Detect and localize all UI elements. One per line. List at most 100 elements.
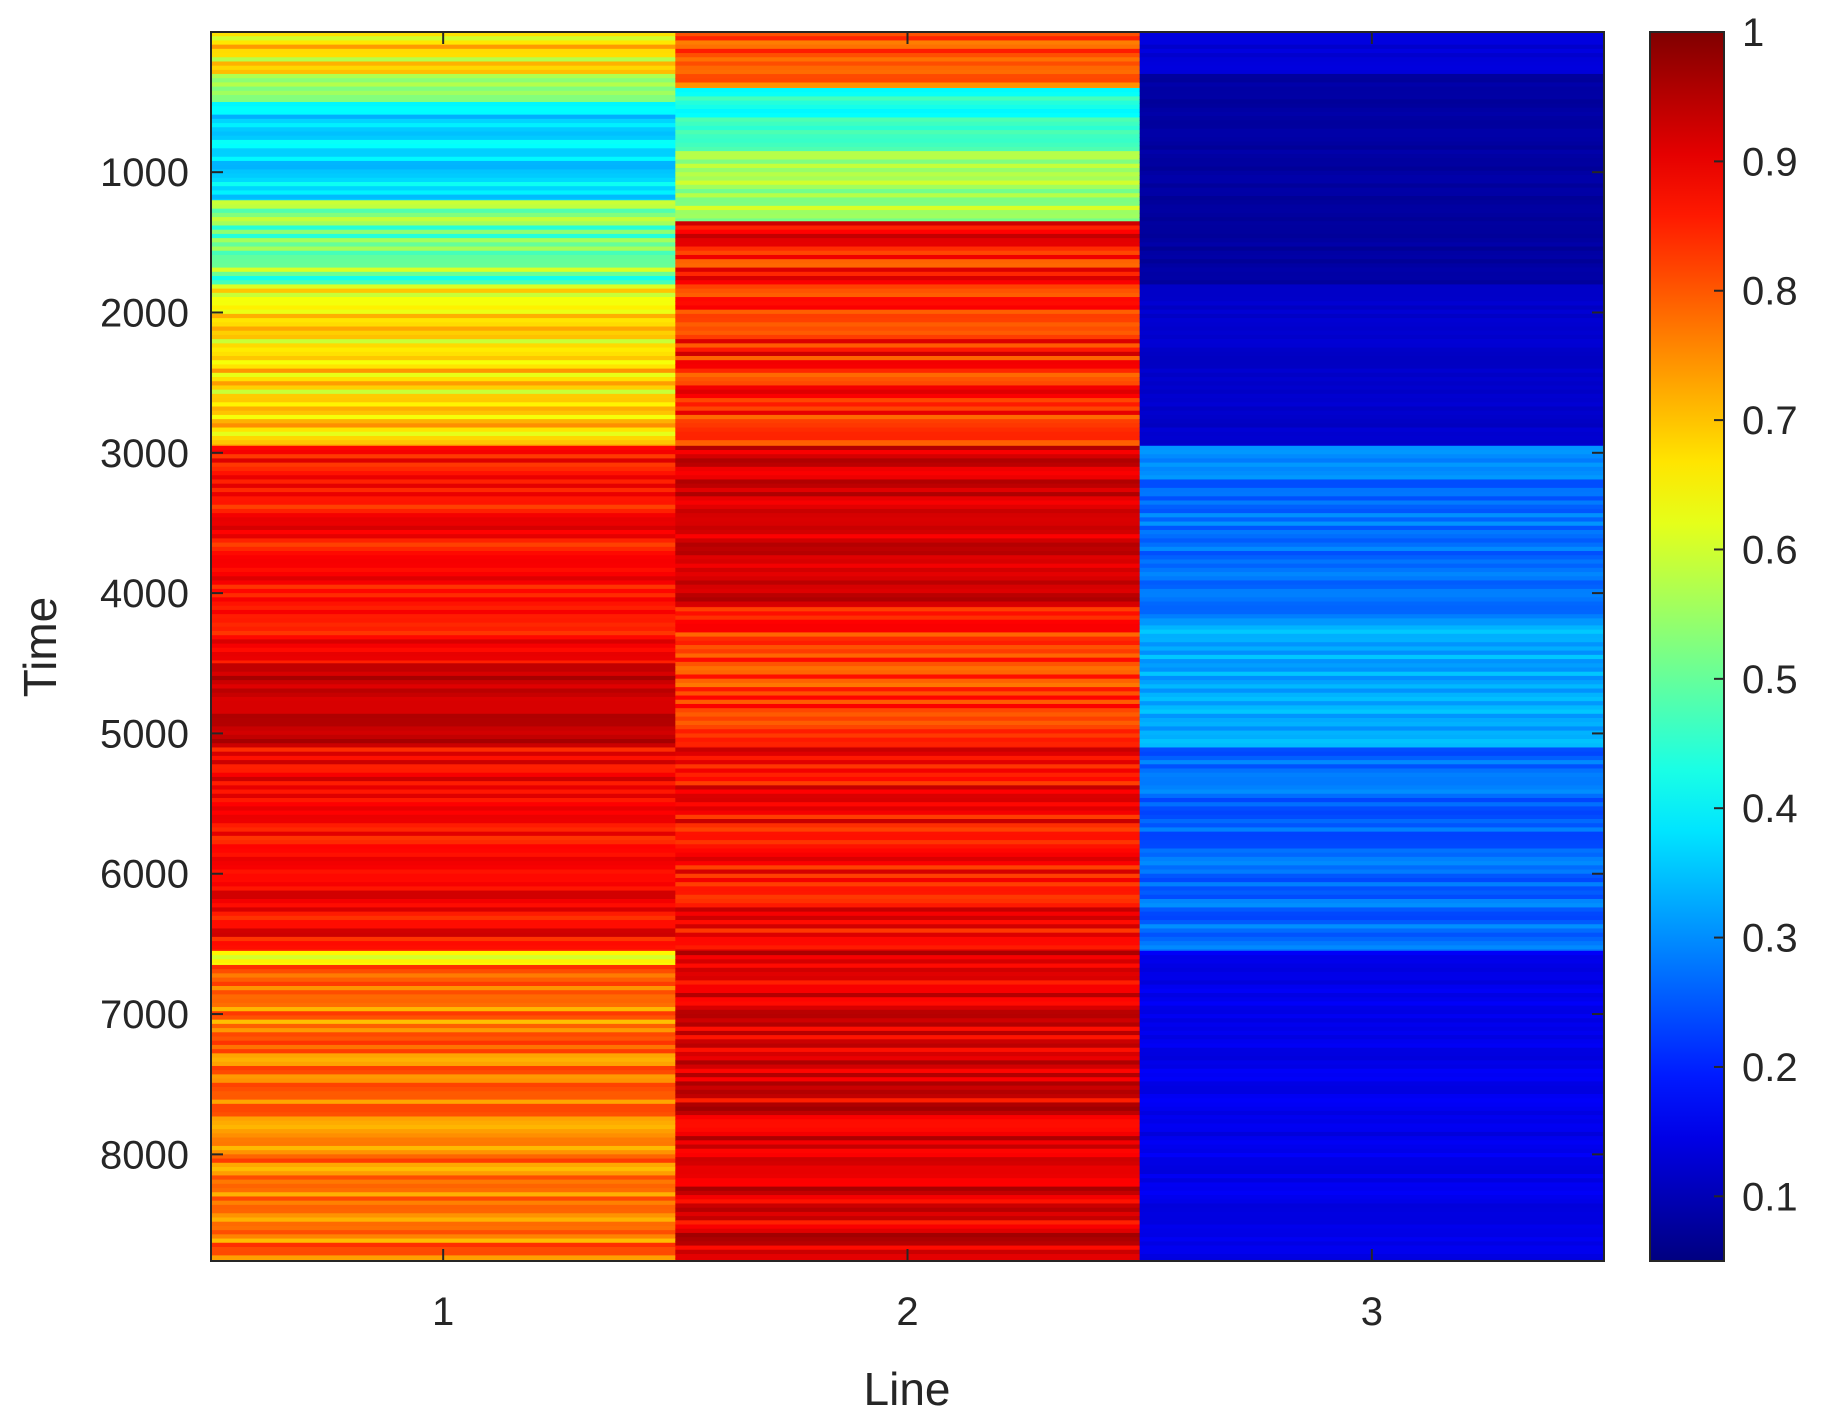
heatmap-cell xyxy=(211,1044,676,1050)
heatmap-cell xyxy=(675,242,1141,248)
heatmap-cell xyxy=(211,865,676,871)
y-tick-label: 6000 xyxy=(100,853,189,897)
heatmap-cell xyxy=(1139,1094,1605,1099)
heatmap-cell xyxy=(1139,517,1605,523)
heatmap-cell xyxy=(675,1014,1141,1019)
heatmap-cell xyxy=(675,1174,1141,1179)
heatmap-cell xyxy=(675,410,1141,416)
heatmap-cell xyxy=(1139,1245,1605,1251)
heatmap-cell xyxy=(675,593,1141,598)
heatmap-cell xyxy=(1139,907,1605,913)
heatmap-cell xyxy=(675,483,1141,489)
heatmap-cell xyxy=(211,471,676,476)
heatmap-cell xyxy=(211,95,676,100)
heatmap-cell xyxy=(675,372,1141,378)
heatmap-cell xyxy=(675,764,1141,770)
heatmap-cell xyxy=(211,351,676,357)
heatmap-cell xyxy=(211,343,676,349)
heatmap-cell xyxy=(211,431,676,437)
heatmap-cell xyxy=(1139,772,1605,778)
heatmap-cell xyxy=(1139,609,1605,615)
heatmap-cell xyxy=(675,276,1141,281)
heatmap-cell xyxy=(211,1087,676,1092)
heatmap-cell xyxy=(675,670,1141,676)
heatmap-cell xyxy=(1139,107,1605,113)
heatmap-cell xyxy=(211,504,676,510)
heatmap-cell xyxy=(1139,1174,1605,1179)
heatmap-cell xyxy=(211,844,676,850)
heatmap-cell xyxy=(675,104,1141,110)
heatmap-cell xyxy=(1139,57,1605,63)
y-tick-label: 4000 xyxy=(100,572,189,616)
y-axis-label: Time xyxy=(14,597,66,698)
colorbar-tick-label: 0.2 xyxy=(1742,1046,1798,1090)
heatmap-cell xyxy=(211,139,676,145)
heatmap-cell xyxy=(211,1078,676,1084)
heatmap-cell xyxy=(675,184,1141,190)
heatmap-cell xyxy=(211,513,676,518)
heatmap-cell xyxy=(1139,423,1605,429)
heatmap-cell xyxy=(1139,739,1605,744)
heatmap-cell xyxy=(1139,242,1605,248)
heatmap-cell xyxy=(675,716,1141,722)
heatmap-cell xyxy=(1139,633,1605,639)
heatmap-cell xyxy=(1139,605,1605,611)
heatmap-cell xyxy=(675,61,1141,67)
heatmap-cell xyxy=(1139,1035,1605,1040)
heatmap-cell xyxy=(211,1023,676,1029)
heatmap-cell xyxy=(211,696,676,702)
heatmap-cell xyxy=(675,1165,1141,1171)
heatmap-cell xyxy=(675,221,1141,227)
heatmap-cell xyxy=(211,955,676,960)
heatmap-cell xyxy=(675,504,1141,510)
heatmap-cell xyxy=(1139,103,1605,109)
heatmap-cell xyxy=(675,1131,1141,1137)
heatmap-cell xyxy=(675,580,1141,586)
heatmap-cell xyxy=(675,636,1141,642)
heatmap-cell xyxy=(675,1026,1141,1032)
heatmap-cell xyxy=(211,945,676,951)
heatmap-cell xyxy=(675,793,1141,799)
heatmap-cell xyxy=(675,988,1141,994)
heatmap-cell xyxy=(675,1207,1141,1213)
heatmap-cell xyxy=(675,588,1141,594)
heatmap-cell xyxy=(675,1043,1141,1049)
heatmap-cell xyxy=(675,138,1141,144)
heatmap-cell xyxy=(1139,149,1605,155)
heatmap-cell xyxy=(1139,153,1605,159)
heatmap-cell xyxy=(1139,1182,1605,1188)
heatmap-cell xyxy=(1139,785,1605,791)
heatmap-cell xyxy=(211,567,676,573)
heatmap-cell xyxy=(211,1002,676,1008)
heatmap-cell xyxy=(675,214,1141,220)
heatmap-cell xyxy=(675,882,1141,887)
heatmap-cell xyxy=(211,242,676,248)
heatmap-cell xyxy=(1139,768,1605,774)
heatmap-cell xyxy=(1139,120,1605,126)
heatmap-cell xyxy=(675,334,1141,340)
heatmap-cell xyxy=(675,632,1141,638)
heatmap-cell xyxy=(211,169,676,175)
heatmap-cell xyxy=(1139,955,1605,960)
heatmap-cell xyxy=(1139,755,1605,761)
heatmap-cell xyxy=(675,343,1141,349)
heatmap-cell xyxy=(211,555,676,561)
heatmap-cell xyxy=(675,733,1141,739)
heatmap-cell xyxy=(675,318,1141,323)
heatmap-cell xyxy=(1139,1152,1605,1158)
heatmap-cell xyxy=(1139,802,1605,807)
heatmap-cell xyxy=(675,444,1141,447)
heatmap-cell xyxy=(1139,1131,1605,1137)
heatmap-cell xyxy=(675,997,1141,1003)
heatmap-cell xyxy=(211,793,676,799)
heatmap-cell xyxy=(675,250,1141,256)
heatmap-cell xyxy=(1139,385,1605,391)
heatmap-cell xyxy=(675,508,1141,514)
heatmap-cell xyxy=(675,109,1141,114)
heatmap-cell xyxy=(675,96,1141,102)
heatmap-cell xyxy=(211,326,676,332)
heatmap-cell xyxy=(1139,1064,1605,1070)
heatmap-cell xyxy=(675,936,1141,942)
heatmap-cell xyxy=(211,663,676,669)
heatmap-cell xyxy=(211,1095,676,1101)
